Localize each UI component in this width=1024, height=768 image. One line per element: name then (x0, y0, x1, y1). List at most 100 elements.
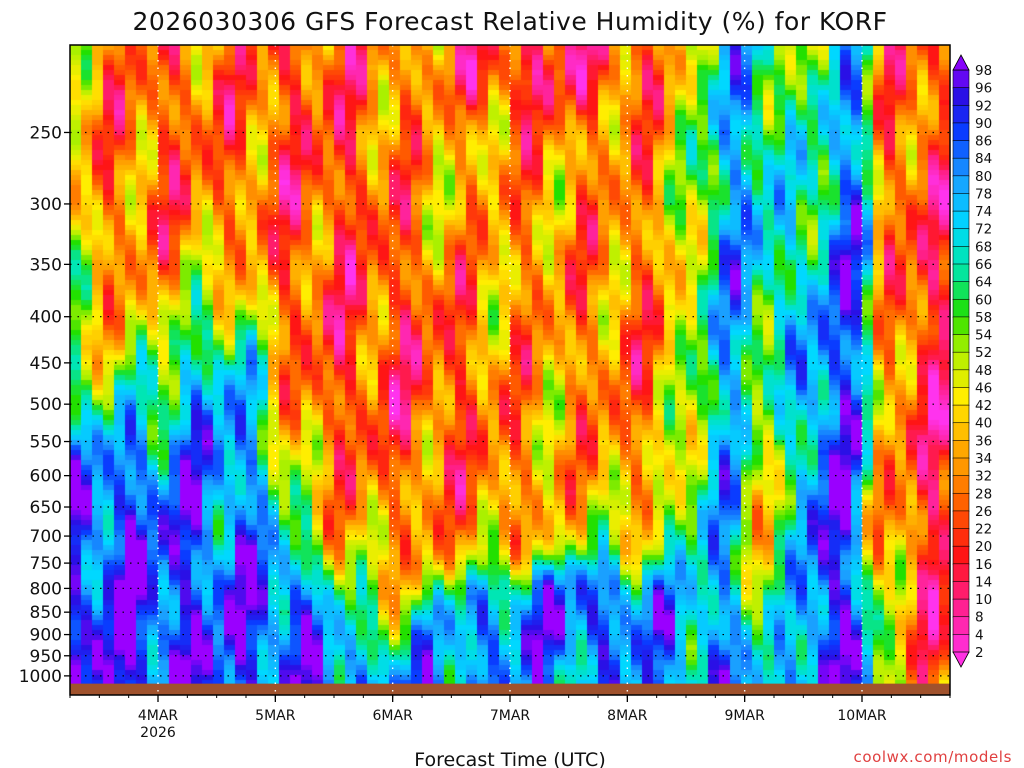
colorbar-swatch (952, 246, 970, 265)
colorbar-label: 64 (975, 275, 992, 291)
colorbar-label: 14 (975, 574, 992, 590)
colorbar-bottom-arrow (952, 651, 970, 668)
colorbar-swatch (952, 104, 970, 124)
colorbar-swatch (952, 563, 970, 583)
colorbar-label: 52 (975, 345, 992, 361)
colorbar-swatch (952, 545, 970, 565)
colorbar-label: 26 (975, 504, 992, 520)
colorbar-swatch (952, 598, 970, 618)
colorbar-swatch (952, 175, 970, 195)
colorbar-swatch (952, 581, 970, 600)
colorbar-label: 16 (975, 557, 992, 573)
y-tick-label: 700 (30, 527, 62, 547)
colorbar-swatch (952, 492, 970, 512)
colorbar-swatch (952, 281, 970, 301)
x-tick-label: 5MAR (255, 708, 296, 724)
chart-title: 2026030306 GFS Forecast Relative Humidit… (133, 7, 888, 36)
colorbar-swatch (952, 422, 970, 442)
colorbar-swatch (952, 122, 970, 142)
colorbar-label: 78 (975, 186, 992, 202)
y-tick-label: 550 (30, 433, 62, 453)
colorbar-swatch (952, 193, 970, 212)
x-tick-label: 4MAR (138, 708, 179, 724)
colorbar-label: 22 (975, 522, 992, 538)
colorbar-swatch (952, 440, 970, 459)
colorbar-swatch (952, 210, 970, 230)
x-tick-label: 7MAR (490, 708, 531, 724)
colorbar-label: 60 (975, 292, 992, 308)
colorbar-label: 92 (975, 98, 992, 114)
colorbar-label: 4 (975, 627, 984, 643)
colorbar-label: 98 (975, 63, 992, 79)
y-axis: 250 300 350 400 450 500 550 600 650 700 750 800 850 9… (19, 123, 70, 687)
colorbar-swatch (952, 157, 970, 177)
colorbar-label: 36 (975, 433, 992, 449)
y-tick-label: 450 (30, 354, 62, 374)
colorbar-label: 48 (975, 363, 992, 379)
colorbar-label: 72 (975, 222, 992, 238)
colorbar-label: 90 (975, 116, 992, 132)
colorbar-label: 34 (975, 451, 992, 467)
colorbar-label: 8 (975, 610, 984, 626)
colorbar-label: 80 (975, 169, 992, 185)
colorbar-swatch (952, 457, 970, 477)
x-axis-label: Forecast Time (UTC) (414, 749, 605, 768)
colorbar-label: 68 (975, 239, 992, 255)
colorbar-swatch (952, 140, 970, 159)
colorbar-swatch (952, 475, 970, 495)
colorbar-swatch (952, 528, 970, 547)
colorbar-swatch (952, 404, 970, 424)
x-tick-label: 6MAR (373, 708, 414, 724)
y-tick-label: 350 (30, 255, 62, 275)
y-tick-label: 250 (30, 123, 62, 143)
colorbar-swatch (952, 316, 970, 336)
colorbar-swatch (952, 387, 970, 406)
colorbar-swatch (952, 351, 970, 371)
colorbar-swatch (952, 510, 970, 530)
y-tick-label: 500 (30, 395, 62, 415)
y-tick-label: 300 (30, 195, 62, 215)
credit-text: coolwx.com/models (854, 748, 1013, 766)
colorbar-label: 96 (975, 81, 992, 97)
colorbar-top-arrow (952, 54, 970, 71)
colorbar-swatch (952, 334, 970, 353)
colorbar-label: 86 (975, 134, 992, 150)
x-tick-label: 9MAR (725, 708, 766, 724)
y-tick-label: 650 (30, 498, 62, 518)
colorbar-swatch (952, 87, 970, 107)
colorbar-swatch (952, 369, 970, 389)
colorbar-label: 58 (975, 310, 992, 326)
colorbar-swatch (952, 298, 970, 318)
x-tick-label: 10MAR (837, 708, 886, 724)
colorbar-label: 28 (975, 486, 992, 502)
colorbar-label: 32 (975, 469, 992, 485)
colorbar-label: 2 (975, 645, 984, 661)
y-tick-label: 950 (30, 647, 62, 667)
colorbar-label: 10 (975, 592, 992, 608)
x-tick-label: 8MAR (607, 708, 648, 724)
y-tick-label: 400 (30, 308, 62, 328)
colorbar-swatch (952, 616, 970, 636)
y-tick-label: 850 (30, 603, 62, 623)
colorbar-label: 74 (975, 204, 992, 220)
colorbar-label: 54 (975, 328, 992, 344)
colorbar-label: 84 (975, 151, 992, 167)
plot-area (69, 44, 951, 696)
y-tick-label: 1000 (19, 667, 62, 687)
y-tick-label: 800 (30, 579, 62, 599)
colorbar-swatch (952, 69, 970, 89)
colorbar-label: 66 (975, 257, 992, 273)
x-tick-year-label: 2026 (140, 725, 176, 741)
y-tick-label: 900 (30, 626, 62, 646)
colorbar-swatch (952, 634, 970, 653)
ground-surface-band (70, 683, 950, 695)
y-tick-label: 750 (30, 554, 62, 574)
colorbar-label: 40 (975, 416, 992, 432)
colorbar-label: 20 (975, 539, 992, 555)
colorbar-label: 46 (975, 380, 992, 396)
colorbar-swatch (952, 228, 970, 248)
humidity-heatmap (70, 45, 950, 695)
